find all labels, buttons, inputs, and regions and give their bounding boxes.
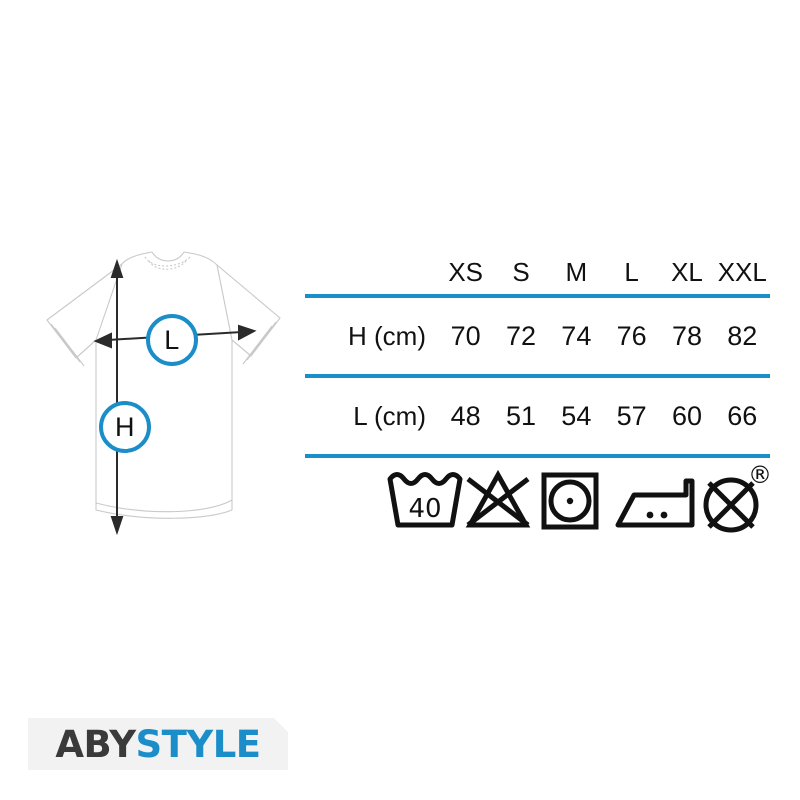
length-badge-label: L <box>164 324 180 355</box>
care-symbols-row: 40 <box>386 463 776 543</box>
iron-medium-icon <box>615 478 695 528</box>
table-header-row: XS S M L XL XXL <box>305 250 770 294</box>
cell-h-xs: 70 <box>450 320 481 351</box>
cell-h-s: 72 <box>505 320 537 351</box>
tshirt-outline-icon <box>46 251 281 536</box>
length-badge: L <box>146 314 198 366</box>
cell-h-xxl: 82 <box>727 320 758 351</box>
cell-l-s: 51 <box>505 400 537 431</box>
tumble-dry-low-icon <box>541 472 599 530</box>
cell-h-l: 76 <box>616 320 647 351</box>
row-label-height: H (cm) <box>348 320 426 351</box>
size-header-l: L <box>624 256 639 287</box>
size-header-xl: XL <box>671 256 703 287</box>
cell-l-xxl: 66 <box>727 400 758 431</box>
table-row: H (cm) 70 72 74 76 78 82 <box>305 298 770 374</box>
height-badge-label: H <box>115 411 135 442</box>
svg-text:40: 40 <box>408 494 441 524</box>
logo-aby-part: ABY <box>55 722 136 766</box>
size-header-s: S <box>512 256 530 287</box>
tshirt-diagram <box>18 248 318 548</box>
table-rule-top <box>305 294 770 298</box>
size-header-xs: XS <box>448 256 483 287</box>
do-not-dry-clean-icon <box>703 477 759 533</box>
cell-l-l: 57 <box>616 400 647 431</box>
size-header-xxl: XXL <box>717 256 767 287</box>
row-label-length: L (cm) <box>353 400 426 431</box>
size-header-m: M <box>565 256 588 287</box>
table-row: L (cm) 48 51 54 57 60 66 <box>305 378 770 454</box>
table-rule-middle <box>305 374 770 378</box>
logo-text: ABYSTYLE <box>55 723 260 766</box>
size-table: XS S M L XL XXL H (cm) 70 72 74 76 78 82 <box>305 250 770 458</box>
logo-style-part: STYLE <box>135 722 261 766</box>
height-arrow <box>110 258 124 536</box>
abystyle-logo: ABYSTYLE <box>28 718 288 770</box>
cell-h-m: 74 <box>561 320 592 351</box>
height-badge: H <box>99 401 151 453</box>
registered-mark: ® <box>748 463 772 489</box>
cell-l-m: 54 <box>561 400 592 431</box>
cell-l-xl: 60 <box>671 400 702 431</box>
wash-40-icon: 40 <box>387 472 463 528</box>
cell-l-xs: 48 <box>450 400 481 431</box>
table-rule-bottom <box>305 454 770 458</box>
cell-h-xl: 78 <box>671 320 702 351</box>
do-not-bleach-icon <box>465 469 531 528</box>
